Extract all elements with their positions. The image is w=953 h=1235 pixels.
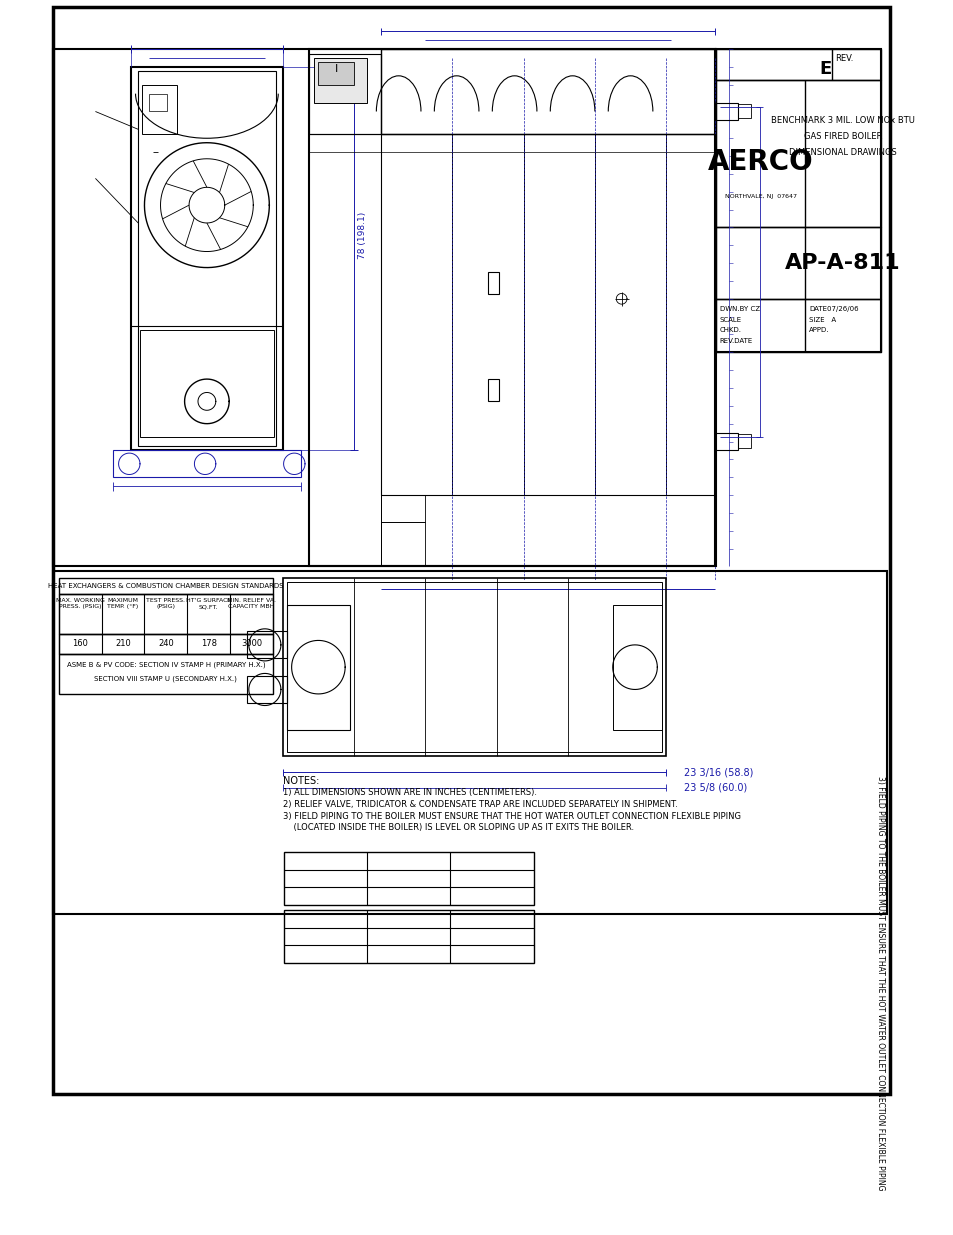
Bar — [380, 133, 715, 495]
Bar — [309, 53, 380, 133]
Text: SECTION VIII STAMP U (SECONDARY H.X.): SECTION VIII STAMP U (SECONDARY H.X.) — [94, 676, 237, 682]
Bar — [487, 272, 498, 294]
Text: 178: 178 — [200, 640, 216, 648]
Bar — [284, 852, 534, 905]
Text: GAS FIRED BOILER: GAS FIRED BOILER — [802, 132, 882, 141]
Bar — [715, 103, 737, 120]
Bar — [247, 676, 287, 703]
Text: SIZE   A: SIZE A — [808, 316, 835, 322]
Text: HT'G SURFACE
SQ.FT.: HT'G SURFACE SQ.FT. — [186, 599, 232, 609]
Bar — [380, 495, 715, 567]
Text: MIN. RELIEF VA.
CAPACITY MBH: MIN. RELIEF VA. CAPACITY MBH — [227, 599, 275, 609]
Text: 23 3/16 (58.8): 23 3/16 (58.8) — [683, 767, 753, 777]
Bar — [131, 67, 282, 451]
Text: NORTHVALE, NJ  07647: NORTHVALE, NJ 07647 — [724, 194, 796, 199]
Bar — [287, 583, 661, 752]
Text: BENCHMARK 3 MIL. LOW NOx BTU: BENCHMARK 3 MIL. LOW NOx BTU — [770, 116, 914, 125]
Text: REV.DATE: REV.DATE — [719, 338, 752, 345]
Text: 3000: 3000 — [241, 640, 262, 648]
Bar — [284, 910, 534, 963]
Bar — [314, 58, 367, 103]
Bar — [737, 435, 750, 448]
Text: 3) FIELD PIPING TO THE BOILER MUST ENSURE THAT THE HOT WATER OUTLET CONNECTION F: 3) FIELD PIPING TO THE BOILER MUST ENSUR… — [282, 811, 740, 821]
Text: DATE07/26/06: DATE07/26/06 — [808, 306, 858, 312]
Bar — [380, 521, 425, 567]
Bar — [138, 72, 275, 446]
Bar — [149, 94, 167, 111]
Text: 240: 240 — [158, 640, 173, 648]
Text: 1) ALL DIMENSIONS SHOWN ARE IN INCHES (CENTIMETERS).: 1) ALL DIMENSIONS SHOWN ARE IN INCHES (C… — [282, 788, 537, 798]
Text: SCALE: SCALE — [719, 316, 741, 322]
Text: TEST PRESS.
(PSIG): TEST PRESS. (PSIG) — [146, 599, 185, 609]
Bar — [318, 63, 354, 85]
Text: MAXIMUM
TEMP. (°F): MAXIMUM TEMP. (°F) — [108, 599, 138, 609]
Text: (LOCATED INSIDE THE BOILER) IS LEVEL OR SLOPING UP AS IT EXITS THE BOILER.: (LOCATED INSIDE THE BOILER) IS LEVEL OR … — [282, 824, 633, 832]
Bar — [59, 578, 273, 594]
Text: 78 (198.1): 78 (198.1) — [358, 211, 367, 258]
Text: 3) FIELD PIPING TO THE BOILER MUST ENSURE THAT THE HOT WATER OUTLET CONNECTION F: 3) FIELD PIPING TO THE BOILER MUST ENSUR… — [875, 776, 883, 1191]
Text: CHKD.: CHKD. — [719, 327, 741, 333]
Text: AP-A-811: AP-A-811 — [784, 253, 900, 273]
Bar — [59, 634, 273, 653]
Bar — [113, 451, 300, 477]
Bar — [247, 631, 287, 658]
Text: APPD.: APPD. — [808, 327, 828, 333]
Bar — [715, 432, 737, 451]
Text: HEAT EXCHANGERS & COMBUSTION CHAMBER DESIGN STANDARDS: HEAT EXCHANGERS & COMBUSTION CHAMBER DES… — [48, 583, 283, 589]
Text: ASME B & PV CODE: SECTION IV STAMP H (PRIMARY H.X.): ASME B & PV CODE: SECTION IV STAMP H (PR… — [67, 661, 265, 668]
Text: AERCO: AERCO — [707, 148, 813, 177]
Bar — [380, 495, 425, 521]
Text: NOTES:: NOTES: — [282, 776, 318, 785]
Bar — [309, 49, 715, 567]
Bar — [53, 49, 716, 567]
Bar — [140, 330, 274, 437]
Bar — [287, 605, 349, 730]
Bar — [59, 594, 273, 634]
Bar — [716, 49, 881, 80]
Text: DWN.BY CZ: DWN.BY CZ — [719, 306, 760, 312]
Bar — [716, 80, 881, 227]
Text: 23 5/8 (60.0): 23 5/8 (60.0) — [683, 783, 746, 793]
Bar — [53, 571, 886, 914]
Bar — [737, 104, 750, 117]
Bar — [142, 85, 177, 133]
Bar — [716, 227, 881, 299]
Text: REV.: REV. — [834, 53, 852, 63]
Text: 160: 160 — [72, 640, 88, 648]
Text: E: E — [818, 59, 830, 78]
Text: 210: 210 — [115, 640, 131, 648]
Text: MAX. WORKING
PRESS. (PSIG): MAX. WORKING PRESS. (PSIG) — [55, 599, 105, 609]
Bar — [282, 578, 665, 756]
Bar — [716, 49, 881, 352]
Bar — [380, 49, 715, 133]
Bar — [59, 653, 273, 694]
Bar — [612, 605, 661, 730]
Text: DIMENSIONAL DRAWINGS: DIMENSIONAL DRAWINGS — [788, 148, 896, 157]
Text: 2) RELIEF VALVE, TRIDICATOR & CONDENSATE TRAP ARE INCLUDED SEPARATELY IN SHIPMEN: 2) RELIEF VALVE, TRIDICATOR & CONDENSATE… — [282, 800, 677, 809]
Bar — [716, 299, 881, 352]
Bar — [487, 379, 498, 401]
Text: I: I — [335, 64, 337, 74]
